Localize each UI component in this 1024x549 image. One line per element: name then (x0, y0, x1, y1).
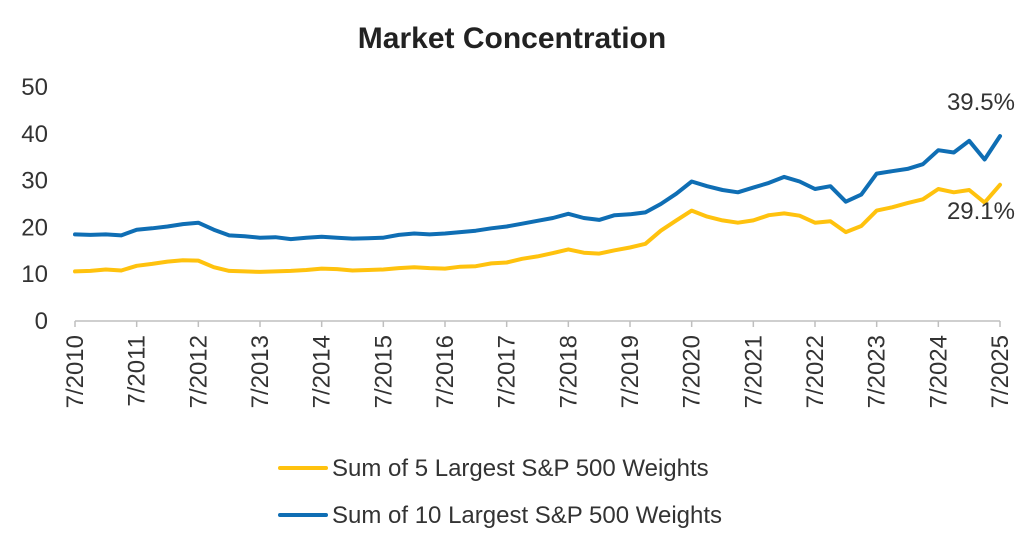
y-tick-label: 20 (21, 214, 48, 241)
legend-label: Sum of 5 Largest S&P 500 Weights (332, 455, 709, 482)
y-tick-label: 40 (21, 121, 48, 148)
legend-label: Sum of 10 Largest S&P 500 Weights (332, 502, 722, 529)
series-layer (73, 134, 1002, 274)
x-tick-label: 7/2020 (679, 335, 706, 408)
series-line-top10 (73, 134, 1002, 242)
x-tick-label: 7/2015 (370, 335, 397, 408)
y-tick-label: 30 (21, 168, 48, 195)
x-tick-label: 7/2019 (617, 335, 644, 408)
y-tick-label: 0 (35, 308, 48, 335)
x-tick-label: 7/2016 (432, 335, 459, 408)
x-tick-label: 7/2011 (124, 335, 151, 407)
end-value-label: 29.1% (947, 198, 1015, 225)
x-tick-label: 7/2021 (740, 335, 767, 408)
legend: Sum of 5 Largest S&P 500 Weights Sum of 1… (278, 455, 722, 529)
series-line-top5 (73, 182, 1002, 274)
end-labels: 29.1% 39.5% (947, 89, 1015, 225)
x-tick-label: 7/2022 (802, 335, 829, 408)
x-tick-label: 7/2010 (62, 335, 89, 408)
y-axis: 0 10 20 30 40 50 (21, 74, 48, 335)
x-tick-label: 7/2012 (185, 335, 212, 408)
x-tick-label: 7/2013 (247, 335, 274, 408)
x-tick-label: 7/2023 (864, 335, 891, 408)
x-axis: 7/2010 7/2011 7/2012 7/2013 7/2014 7/2015 7/20… (62, 320, 1014, 408)
x-tick-label: 7/2017 (494, 335, 521, 408)
chart-title: Market Concentration (358, 22, 666, 55)
x-tick-label: 7/2025 (987, 335, 1014, 408)
x-tick-label: 7/2024 (925, 335, 952, 408)
end-value-label: 39.5% (947, 89, 1015, 116)
y-tick-label: 10 (21, 261, 48, 288)
x-tick-label: 7/2014 (309, 335, 336, 408)
y-tick-label: 50 (21, 74, 48, 101)
x-tick-label: 7/2018 (555, 335, 582, 408)
